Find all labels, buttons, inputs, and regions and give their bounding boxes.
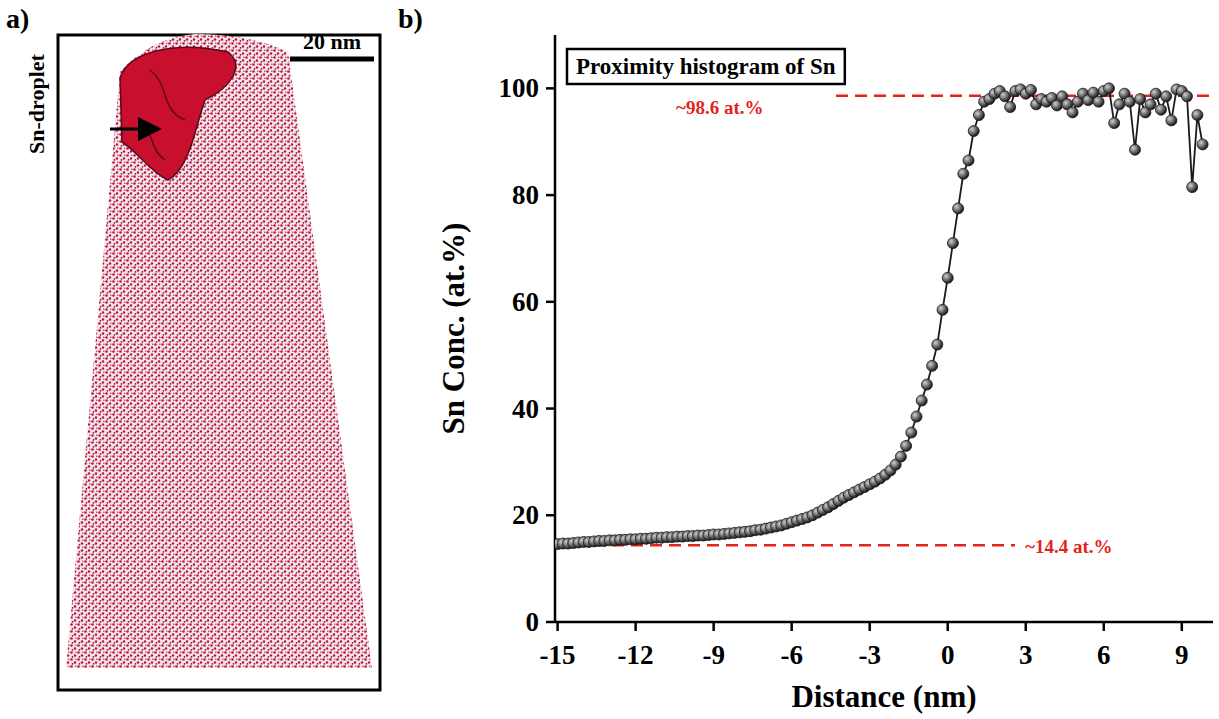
data-point [1192, 110, 1203, 121]
panel-b: b) 0 20 40 60 80 100 -15 -12 -9 -6 -3 0 3 6 9 Distance (… [398, 3, 1213, 714]
y-tick-label: 100 [499, 73, 540, 103]
data-point [999, 91, 1010, 102]
data-point [901, 440, 912, 451]
y-tick [546, 301, 555, 304]
y-tick-label: 0 [526, 607, 540, 637]
data-point [932, 339, 943, 350]
data-point [1093, 96, 1104, 107]
y-tick [546, 407, 555, 410]
plot-area [555, 83, 1213, 550]
data-point [1109, 118, 1120, 129]
panel-a: a) Sn-droplet 20 nm [6, 3, 380, 690]
data-point [942, 272, 953, 283]
figure: a)Sn-droplet20 nmb)020406080100-15-12-9-… [0, 0, 1219, 719]
data-point [911, 411, 922, 422]
x-tick-label: 9 [1175, 640, 1189, 670]
data-point [1103, 83, 1114, 94]
x-tick [790, 622, 793, 631]
y-tick-label: 80 [512, 180, 539, 210]
data-point [1150, 88, 1161, 99]
droplet-label: Sn-droplet [24, 53, 49, 154]
data-point [916, 395, 927, 406]
x-tick [946, 622, 949, 631]
droplet-contour [140, 70, 185, 160]
x-tick-label: -3 [858, 640, 881, 670]
y-tick-label: 40 [512, 394, 539, 424]
atom-cloud [66, 34, 372, 668]
y-axis [554, 35, 557, 622]
data-point [927, 360, 938, 371]
x-tick [634, 622, 637, 631]
page: {"panel_a": {"letter": "a)", "label": "S… [0, 0, 1219, 719]
scale-bar [290, 57, 374, 62]
x-tick [1103, 622, 1106, 631]
data-point [1187, 182, 1198, 193]
y-axis-title: Sn Conc. (at.%) [436, 223, 471, 435]
y-tick [546, 87, 555, 90]
data-line [558, 88, 1203, 544]
data-point [1114, 99, 1125, 110]
x-tick-label: -15 [540, 640, 576, 670]
x-tick [868, 622, 871, 631]
y-tick [546, 621, 555, 624]
y-tick [546, 514, 555, 517]
data-point [1135, 94, 1146, 105]
data-point [1197, 139, 1208, 150]
data-point [1129, 144, 1140, 155]
data-point [921, 379, 932, 390]
data-point [895, 451, 906, 462]
data-point [958, 168, 969, 179]
x-tick [1024, 622, 1027, 631]
title-box [567, 49, 845, 84]
y-tick-label: 20 [512, 500, 539, 530]
x-axis [555, 621, 1213, 624]
data-point [1181, 91, 1192, 102]
data-point [1166, 115, 1177, 126]
data-point [953, 203, 964, 214]
x-tick-label: -9 [702, 640, 725, 670]
x-tick-label: -12 [618, 640, 654, 670]
data-point [1161, 91, 1172, 102]
data-point [968, 126, 979, 137]
data-point [1155, 104, 1166, 115]
panel-letter: b) [398, 3, 423, 34]
x-tick [556, 622, 559, 631]
data-point [1067, 107, 1078, 118]
x-tick [1181, 622, 1184, 631]
panel-a-frame [58, 35, 380, 690]
scale-bar-label: 20 nm [303, 29, 361, 54]
sn-droplet [120, 47, 236, 180]
x-tick-label: 0 [941, 640, 955, 670]
data-point [973, 110, 984, 121]
x-tick-label: 6 [1097, 640, 1111, 670]
data-point [1124, 96, 1135, 107]
data-point [1145, 99, 1156, 110]
data-point [963, 155, 974, 166]
droplet-arrow [110, 128, 156, 131]
data-point [947, 238, 958, 249]
x-axis-title: Distance (nm) [791, 679, 976, 714]
data-point [906, 427, 917, 438]
y-tick [546, 194, 555, 197]
panel-letter: a) [6, 3, 29, 34]
reference-label: ~14.4 at.% [1025, 536, 1112, 557]
x-tick-label: -6 [780, 640, 803, 670]
x-tick [712, 622, 715, 631]
y-tick-label: 60 [512, 287, 539, 317]
reference-label: ~98.6 at.% [676, 97, 763, 118]
data-point [937, 304, 948, 315]
x-tick-label: 3 [1019, 640, 1033, 670]
chart-title: Proximity histogram of Sn [576, 54, 836, 79]
data-point [1005, 102, 1016, 113]
data-point [1025, 84, 1036, 95]
